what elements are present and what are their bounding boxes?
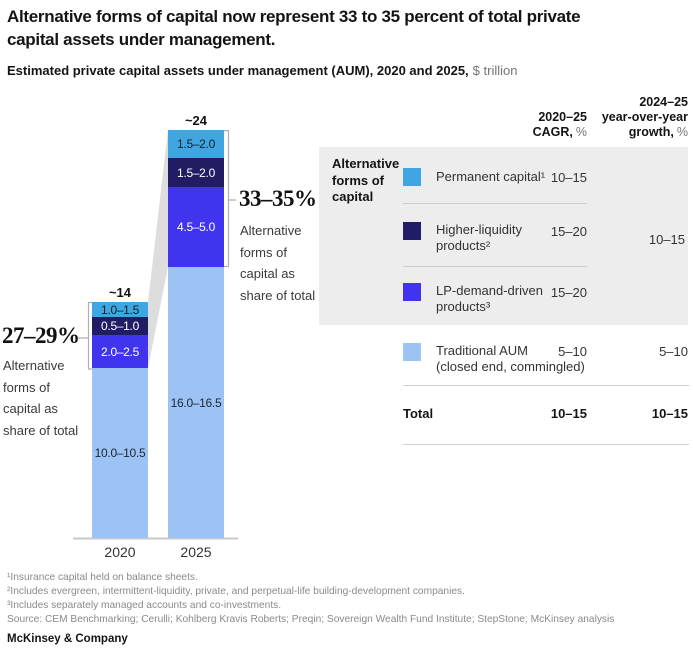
- cagr-value-lp-demand-driven: 15–20: [550, 285, 587, 300]
- col-header-yoy-unit: %: [676, 125, 688, 139]
- segment-permanent-capital-2025: 1.5–2.0: [168, 130, 224, 158]
- cagr-value-higher-liquidity: 15–20: [550, 224, 587, 239]
- share-caption-2025: Alternative forms of capital as share of…: [240, 223, 316, 303]
- bar-total-2025: ~24: [184, 113, 208, 128]
- legend-label-permanent-capital: Permanent capital¹: [436, 169, 546, 184]
- segment-traditional-aum-2025: 16.0–16.5: [168, 267, 224, 538]
- legend-swatch-permanent-capital: [403, 168, 421, 186]
- x-tick-2025: 2025: [180, 544, 212, 560]
- brand-logo-text: McKinsey & Company: [7, 633, 128, 645]
- total-divider-bottom: [403, 444, 689, 445]
- legend-label-higher-liquidity: Higher-liquidity products²: [436, 222, 522, 253]
- subtitle-unit: $ trillion: [472, 63, 518, 78]
- col-header-yoy-line2: year-over-year: [601, 110, 688, 124]
- source-line: Source: CEM Benchmarking; Cerulli; Kohlb…: [7, 614, 615, 625]
- footnotes: ¹Insurance capital held on balance sheet…: [7, 571, 693, 627]
- segment-lp-demand-driven-2025: 4.5–5.0: [168, 187, 224, 267]
- total-cagr-value: 10–15: [550, 406, 587, 421]
- col-header-yoy-line3: growth,: [628, 125, 674, 139]
- col-header-cagr-line2: CAGR,: [532, 125, 573, 139]
- bar-total-2020: ~14: [108, 285, 132, 300]
- legend-swatch-traditional-aum: [403, 343, 421, 361]
- subtitle-text: Estimated private capital assets under m…: [7, 63, 469, 78]
- legend-swatch-higher-liquidity: [403, 222, 421, 240]
- share-pct-2025: 33–35%: [239, 186, 317, 211]
- total-row-label: Total: [403, 406, 434, 421]
- segment-permanent-capital-2020: 1.0–1.5: [92, 302, 148, 317]
- bar-2020: 1.0–1.5 0.5–1.0 2.0–2.5 10.0–10.5: [92, 302, 148, 538]
- total-yoy-value: 10–15: [651, 406, 688, 421]
- row-divider: [403, 266, 587, 267]
- alternative-group-label: Alternative forms of capital: [332, 156, 400, 204]
- segment-higher-liquidity-2020: 0.5–1.0: [92, 317, 148, 335]
- col-header-yoy: 2024–25 year-over-year growth,%: [558, 95, 688, 140]
- total-divider-top: [403, 385, 689, 386]
- footnote-1: ¹Insurance capital held on balance sheet…: [7, 572, 198, 583]
- row-divider: [403, 203, 587, 204]
- chart-subtitle: Estimated private capital assets under m…: [7, 63, 693, 78]
- cagr-value-permanent-capital: 10–15: [550, 170, 587, 185]
- alternative-group-panel: [319, 147, 688, 325]
- footnote-2: ²Includes evergreen, intermittent-liquid…: [7, 586, 465, 597]
- yoy-value-alternative-group: 10–15: [648, 232, 685, 247]
- col-header-cagr-unit: %: [575, 125, 587, 139]
- growth-band: [148, 130, 168, 368]
- yoy-value-traditional-aum: 5–10: [659, 344, 688, 359]
- legend-label-lp-demand-driven: LP-demand-driven products³: [436, 283, 543, 314]
- col-header-cagr: 2020–25 CAGR,%: [467, 110, 587, 140]
- segment-traditional-aum-2020: 10.0–10.5: [92, 368, 148, 538]
- share-bracket-2025: [224, 130, 236, 268]
- share-caption-2020: Alternative forms of capital as share of…: [3, 358, 79, 438]
- x-tick-2020: 2020: [104, 544, 136, 560]
- cagr-value-traditional-aum: 5–10: [558, 344, 587, 359]
- page-title: Alternative forms of capital now represe…: [7, 7, 581, 49]
- share-pct-2020: 27–29%: [2, 323, 80, 348]
- col-header-cagr-line1: 2020–25: [538, 110, 587, 124]
- segment-lp-demand-driven-2020: 2.0–2.5: [92, 335, 148, 368]
- legend-label-traditional-aum: Traditional AUM (closed end, commingled): [436, 343, 585, 374]
- legend-swatch-lp-demand-driven: [403, 283, 421, 301]
- segment-higher-liquidity-2025: 1.5–2.0: [168, 158, 224, 187]
- bar-2025: 1.5–2.0 1.5–2.0 4.5–5.0 16.0–16.5: [168, 130, 224, 538]
- col-header-yoy-line1: 2024–25: [639, 95, 688, 109]
- footnote-3: ³Includes separately managed accounts an…: [7, 600, 282, 611]
